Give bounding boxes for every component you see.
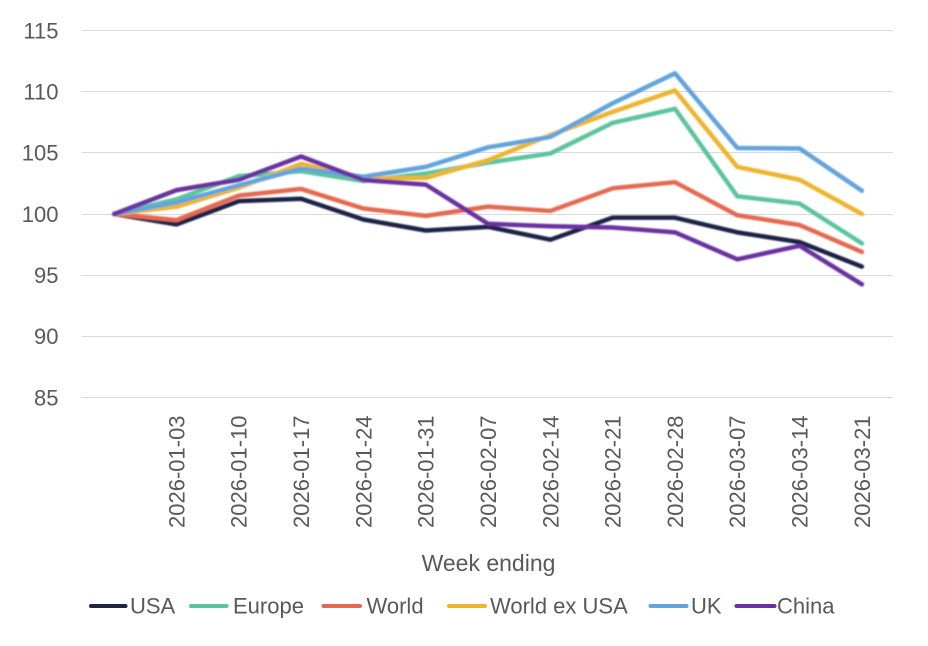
svg-text:2026-03-21: 2026-03-21: [850, 415, 875, 528]
svg-text:2026-02-28: 2026-02-28: [663, 415, 688, 528]
svg-text:2026-01-24: 2026-01-24: [351, 415, 376, 528]
svg-text:95: 95: [34, 263, 58, 288]
svg-text:2026-01-03: 2026-01-03: [164, 415, 189, 528]
svg-text:World: World: [367, 594, 424, 619]
svg-text:USA: USA: [130, 594, 176, 619]
svg-text:100: 100: [22, 202, 59, 227]
svg-text:2026-02-21: 2026-02-21: [601, 415, 626, 528]
svg-text:UK: UK: [691, 594, 722, 619]
svg-text:90: 90: [34, 324, 58, 349]
svg-text:2026-03-14: 2026-03-14: [788, 415, 813, 528]
svg-text:Europe: Europe: [233, 594, 304, 619]
svg-text:2026-02-14: 2026-02-14: [538, 415, 563, 528]
svg-text:2026-02-07: 2026-02-07: [476, 415, 501, 528]
svg-text:World ex USA: World ex USA: [490, 594, 628, 619]
svg-text:2026-01-17: 2026-01-17: [289, 415, 314, 528]
svg-text:2026-01-31: 2026-01-31: [414, 415, 439, 528]
svg-text:110: 110: [23, 80, 58, 105]
svg-text:115: 115: [23, 18, 58, 43]
svg-text:85: 85: [34, 385, 58, 410]
svg-text:105: 105: [22, 141, 59, 166]
svg-text:2026-03-07: 2026-03-07: [725, 415, 750, 528]
svg-text:2026-01-10: 2026-01-10: [227, 415, 252, 528]
svg-text:Week ending: Week ending: [422, 550, 556, 576]
svg-text:China: China: [777, 594, 835, 619]
